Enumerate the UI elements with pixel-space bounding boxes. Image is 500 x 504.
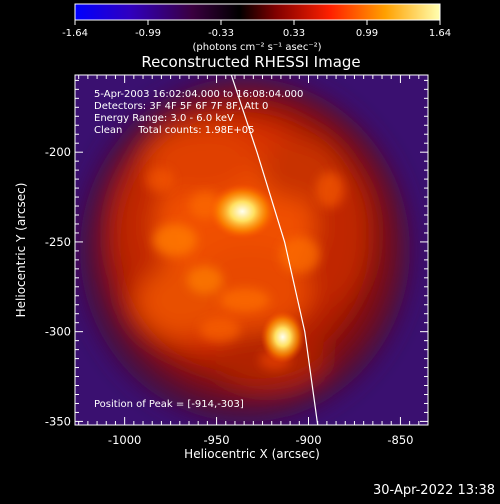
- x-tick-label: -950: [204, 433, 230, 447]
- plot-frame: [74, 74, 429, 426]
- colorbar-tick-label: 0.33: [283, 28, 305, 39]
- plot-title: Reconstructed RHESSI Image: [141, 53, 360, 71]
- energy-range-label: Energy Range: 3.0 - 6.0 keV: [94, 113, 234, 124]
- solar-limb: [230, 75, 319, 425]
- colorbar-tick-label: -0.99: [135, 28, 161, 39]
- emission-texture: [146, 168, 344, 370]
- colorbar-tick-label: -1.64: [62, 28, 88, 39]
- x-tick-label: -1000: [108, 433, 141, 447]
- algorithm-counts-label: Clean Total counts: 1.98E+05: [94, 125, 254, 136]
- colorbar: [75, 4, 440, 20]
- x-tick-label: -900: [295, 433, 321, 447]
- colorbar-tick-label: 0.99: [356, 28, 378, 39]
- y-axis-label: Heliocentric Y (arcsec): [14, 183, 28, 318]
- y-tick-label: -350: [45, 414, 71, 428]
- y-tick-label: -250: [45, 235, 71, 249]
- x-axis-label: Heliocentric X (arcsec): [184, 447, 320, 461]
- axis-ticks: [75, 75, 429, 425]
- hot-source: [208, 183, 277, 240]
- colorbar-frame: [74, 3, 441, 21]
- hot-sources: [208, 183, 305, 364]
- y-tick-label: -200: [45, 145, 71, 159]
- colorbar-tick-label: 1.64: [429, 28, 451, 39]
- x-tick-label: -850: [387, 433, 413, 447]
- y-tick-label: -300: [45, 325, 71, 339]
- colorbar-ticks: [74, 20, 441, 25]
- colorbar-units: (photons cm⁻² s⁻¹ asec⁻²): [192, 42, 321, 53]
- detectors-label: Detectors: 3F 4F 5F 6F 7F 8F, Att 0: [94, 101, 268, 112]
- emission-blob: [80, 78, 410, 422]
- hot-source: [260, 311, 305, 364]
- image-area: [75, 75, 428, 425]
- time-range-label: 5-Apr-2003 16:02:04.000 to 16:08:04.000: [94, 89, 303, 100]
- peak-position-label: Position of Peak = [-914,-303]: [94, 399, 244, 410]
- colorbar-tick-label: -0.33: [208, 28, 234, 39]
- footer-timestamp: 30-Apr-2022 13:38: [373, 483, 495, 498]
